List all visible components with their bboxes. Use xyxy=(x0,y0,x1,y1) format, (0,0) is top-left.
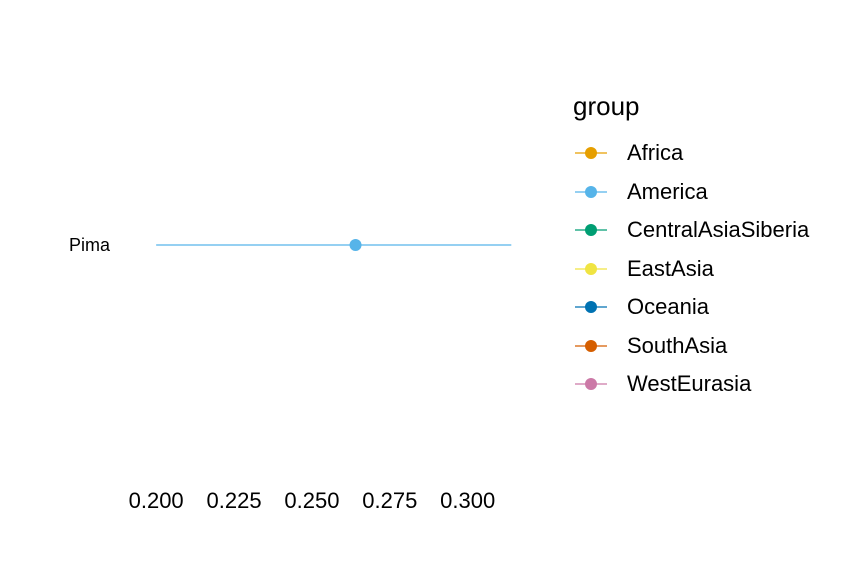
legend-items: Africa America CentralAsiaSiberia EastAsia O… xyxy=(573,134,858,404)
legend-key-dot xyxy=(585,262,597,275)
plot-marks xyxy=(156,239,512,251)
data-point xyxy=(349,239,362,251)
legend-label: CentralAsiaSiberia xyxy=(627,217,810,242)
legend-item: Africa xyxy=(573,134,858,173)
legend: group Africa America CentralAsiaSiberia Eas… xyxy=(573,88,858,404)
legend-key-icon xyxy=(575,378,607,390)
x-tick-label: 0.250 xyxy=(284,488,339,513)
legend-label: Oceania xyxy=(627,294,709,319)
legend-title: group xyxy=(573,91,640,121)
legend-key-dot xyxy=(585,378,597,390)
x-tick-label: 0.200 xyxy=(129,488,184,513)
legend-label: WestEurasia xyxy=(627,371,752,396)
legend-key-icon xyxy=(575,262,607,275)
legend-label: Africa xyxy=(627,140,684,165)
y-axis-labels: Pima xyxy=(69,235,111,255)
legend-key-dot xyxy=(585,339,597,352)
legend-key-dot xyxy=(585,224,597,236)
legend-key-icon xyxy=(575,301,607,313)
x-tick-label: 0.275 xyxy=(362,488,417,513)
legend-key-icon xyxy=(575,147,607,159)
legend-key-icon xyxy=(575,224,607,236)
legend-item: SouthAsia xyxy=(573,327,858,366)
y-tick-label: Pima xyxy=(69,235,111,255)
legend-label: SouthAsia xyxy=(627,332,728,358)
legend-key-dot xyxy=(585,301,597,313)
legend-key-dot xyxy=(585,147,597,159)
legend-item: WestEurasia xyxy=(573,365,858,404)
legend-label: America xyxy=(627,178,708,204)
legend-key-icon xyxy=(575,339,607,352)
legend-item: CentralAsiaSiberia xyxy=(573,211,858,250)
legend-key-dot xyxy=(585,185,597,198)
x-tick-label: 0.225 xyxy=(207,488,262,513)
x-axis-tick-labels: 0.200 0.225 0.250 0.275 0.300 xyxy=(129,488,496,513)
legend-item: America xyxy=(573,173,858,212)
legend-label: EastAsia xyxy=(627,255,714,281)
legend-item: EastAsia xyxy=(573,250,858,289)
x-tick-label: 0.300 xyxy=(440,488,495,513)
legend-key-icon xyxy=(575,185,607,198)
legend-item: Oceania xyxy=(573,288,858,327)
